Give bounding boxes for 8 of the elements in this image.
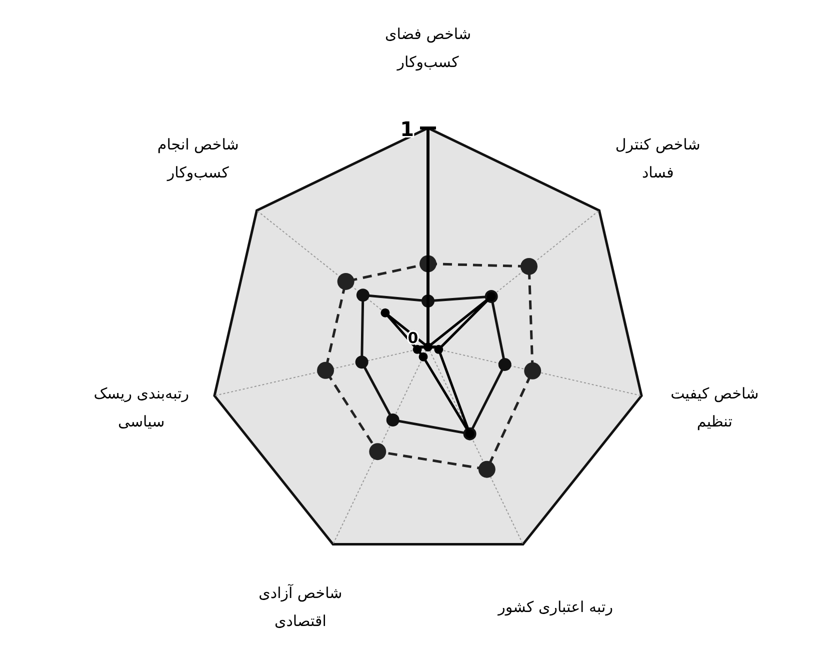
spoke-label: شاخص کیفیت تنظیم [670,384,759,430]
spoke-label: رتبه‌بندی ریسک سیاسی [94,384,190,430]
spoke-label: رتبه اعتباری کشور [497,598,613,616]
y-tick-label: 1 [400,117,414,141]
spoke-label: شاخص فضای کسب‌وکار [384,25,472,71]
spoke-label: شاخص انجام کسب‌وکار [157,136,239,182]
spoke-label: شاخص آزادی اقتصادی [258,582,342,630]
spoke-label: شاخص کنترل فساد [615,136,700,182]
